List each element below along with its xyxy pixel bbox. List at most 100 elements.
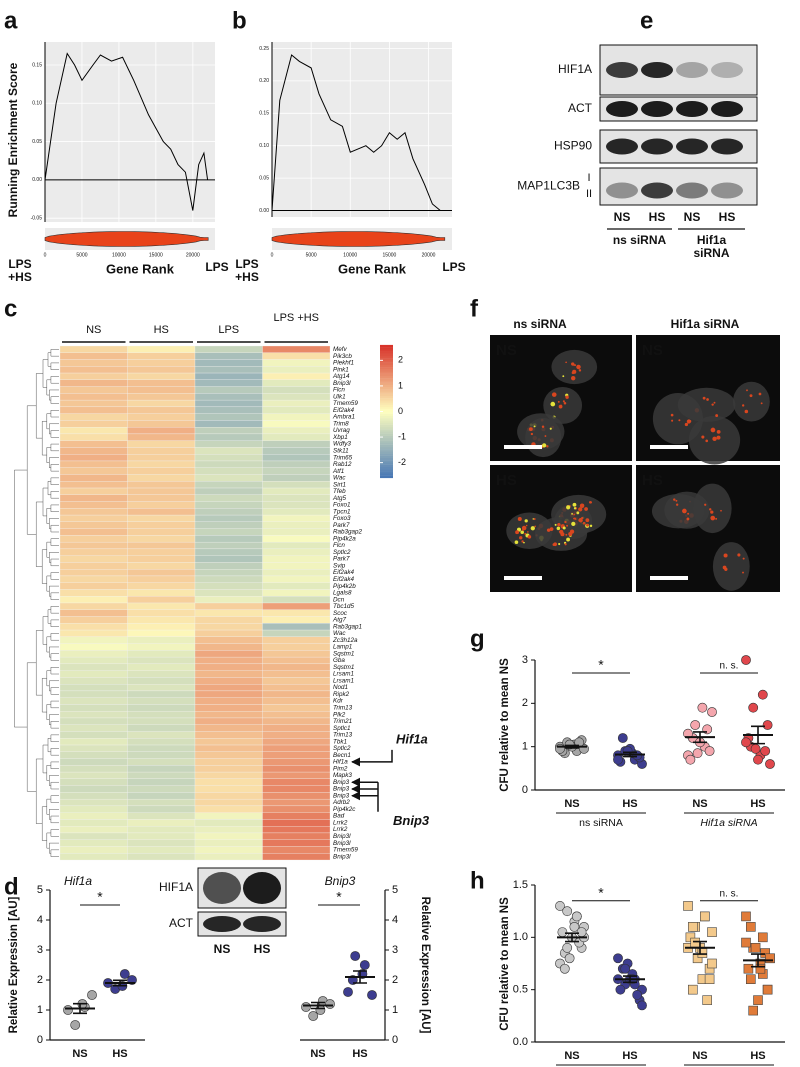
heatmap-cell	[59, 616, 128, 624]
dendrogram	[41, 549, 47, 584]
gene-label: Rab3gap1	[333, 623, 362, 630]
heatmap-cell	[194, 792, 263, 800]
gene-label: Foxo1	[333, 502, 351, 509]
heatmap-cell	[194, 751, 263, 759]
gene-label: Bnip3l	[333, 853, 351, 860]
puncta	[576, 364, 581, 370]
gene-label: Becn1	[333, 752, 351, 759]
dendrogram	[46, 413, 51, 430]
heatmap-cell	[194, 535, 263, 543]
dendrogram	[41, 806, 47, 841]
heatmap-cell	[194, 494, 263, 502]
gene-label: Hif1a	[333, 759, 348, 766]
panel-letter: d	[4, 873, 19, 900]
band-label: I	[587, 172, 590, 184]
colorbar	[380, 400, 393, 403]
heatmap-cell	[194, 541, 263, 550]
dendrogram	[50, 829, 59, 837]
heatmap-cell	[59, 501, 128, 509]
dendrogram	[47, 481, 51, 496]
gene-label: Mapk3	[333, 772, 352, 779]
band-label: II	[586, 188, 592, 200]
heatmap-cell	[59, 386, 128, 394]
dendrogram	[42, 616, 48, 645]
puncta	[558, 542, 561, 546]
gene-label: Tmem59	[333, 847, 358, 854]
gene-label: Kdr	[333, 698, 344, 705]
y-tick-label: 1.5	[513, 879, 528, 891]
data-point	[753, 754, 763, 765]
heatmap-cell	[194, 690, 263, 698]
gene-label: Bnip3l	[333, 380, 351, 387]
condition-label: NS	[642, 342, 663, 359]
puncta	[684, 422, 689, 427]
blot-row-label: HSP90	[554, 139, 592, 153]
column-header: ns siRNA	[513, 317, 567, 331]
heatmap-cell	[127, 345, 196, 353]
dendrogram	[46, 447, 51, 463]
colorbar	[380, 347, 393, 350]
puncta	[586, 523, 589, 527]
heatmap-cell	[59, 819, 128, 827]
group-label: ns siRNA	[579, 817, 623, 829]
cell	[732, 381, 770, 422]
colorbar	[380, 411, 393, 414]
blot-band	[676, 101, 708, 117]
error-bar	[623, 975, 637, 984]
heatmap-cell	[262, 501, 331, 509]
heatmap-cell	[194, 832, 263, 840]
dendrogram	[41, 677, 47, 713]
heatmap-cell	[127, 372, 196, 380]
cell	[525, 417, 562, 458]
heatmap-cell	[59, 643, 128, 651]
heatmap-cell	[194, 582, 263, 590]
enrichment-line	[44, 52, 209, 211]
puncta	[701, 435, 705, 439]
y-tick-label: 2	[37, 974, 43, 986]
panel-letter: g	[470, 625, 485, 652]
heatmap-cell	[262, 494, 331, 502]
heatmap-cell	[262, 575, 331, 583]
heatmap-cell	[194, 481, 263, 489]
heatmap-cell	[194, 819, 263, 827]
cell	[712, 542, 750, 591]
data-point	[301, 1002, 311, 1012]
column-label: NS	[86, 324, 102, 336]
y-tick-label: 1	[392, 1004, 398, 1016]
puncta	[716, 430, 721, 434]
heatmap-cell	[262, 812, 331, 820]
puncta	[584, 507, 588, 511]
error-bar	[751, 953, 765, 968]
heatmap-cell	[194, 609, 263, 617]
puncta	[742, 557, 745, 560]
data-point	[707, 958, 717, 969]
heatmap-cell	[59, 514, 128, 522]
data-point	[119, 969, 130, 979]
heatmap-cell	[194, 487, 263, 495]
gene-label: Adrb2	[332, 799, 350, 806]
heatmap-cell	[262, 582, 331, 590]
dendrogram	[46, 832, 51, 849]
scale-bar	[504, 576, 542, 580]
puncta	[546, 528, 551, 532]
gene-label: Ulk1	[333, 393, 346, 400]
colorbar	[380, 440, 393, 443]
dendrogram	[50, 849, 59, 857]
heatmap-cell	[127, 785, 196, 793]
heatmap-cell	[262, 731, 331, 739]
colorbar	[380, 373, 393, 377]
heatmap-cell	[194, 528, 263, 536]
error-bar	[751, 725, 765, 745]
puncta	[572, 369, 577, 374]
heatmap-cell	[59, 609, 128, 617]
gene-label: Pim2	[333, 765, 348, 772]
heatmap-cell	[262, 778, 331, 786]
colorbar	[380, 378, 393, 381]
data-point	[617, 733, 628, 743]
heatmap-cell	[59, 528, 128, 536]
blot-band	[606, 101, 638, 117]
gene-label: Gba	[333, 657, 345, 664]
gene-label: Bnip3	[333, 786, 350, 793]
gene-label: Tmem59	[333, 400, 358, 407]
heatmap-cell	[127, 717, 196, 725]
